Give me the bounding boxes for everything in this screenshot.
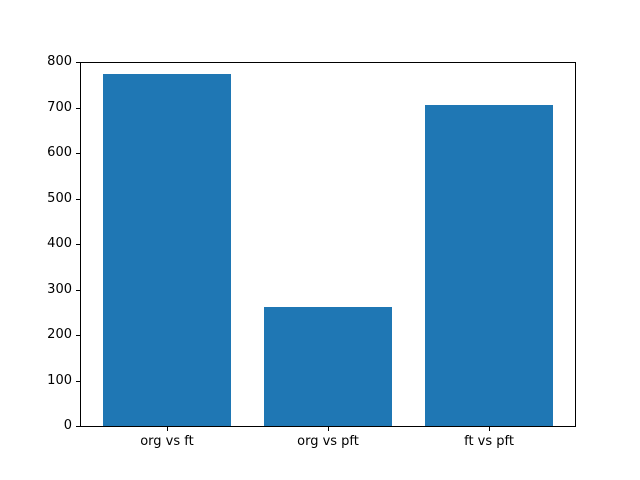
y-tick-mark <box>76 335 80 336</box>
x-tick-mark <box>328 427 329 431</box>
y-tick-mark <box>76 290 80 291</box>
y-tick-label: 0 <box>63 418 72 433</box>
x-tick-label: org vs pft <box>297 434 359 449</box>
y-tick-label: 300 <box>47 282 72 297</box>
y-tick-label: 100 <box>47 373 72 388</box>
y-tick-label: 700 <box>47 100 72 115</box>
y-tick-mark <box>76 62 80 63</box>
y-tick-mark <box>76 153 80 154</box>
y-tick-label: 200 <box>47 327 72 342</box>
x-tick-label: org vs ft <box>140 434 194 449</box>
y-tick-mark <box>76 108 80 109</box>
y-tick-mark <box>76 381 80 382</box>
y-tick-label: 600 <box>47 145 72 160</box>
y-tick-mark <box>76 244 80 245</box>
bar <box>424 105 554 427</box>
y-tick-label: 500 <box>47 191 72 206</box>
bar <box>263 307 393 427</box>
x-tick-label: ft vs pft <box>464 434 514 449</box>
y-tick-label: 800 <box>47 54 72 69</box>
x-tick-mark <box>489 427 491 431</box>
y-tick-mark <box>76 199 80 200</box>
y-tick-mark <box>76 426 80 427</box>
bar <box>102 74 232 427</box>
x-tick-mark <box>166 427 168 431</box>
y-tick-label: 400 <box>47 236 72 251</box>
